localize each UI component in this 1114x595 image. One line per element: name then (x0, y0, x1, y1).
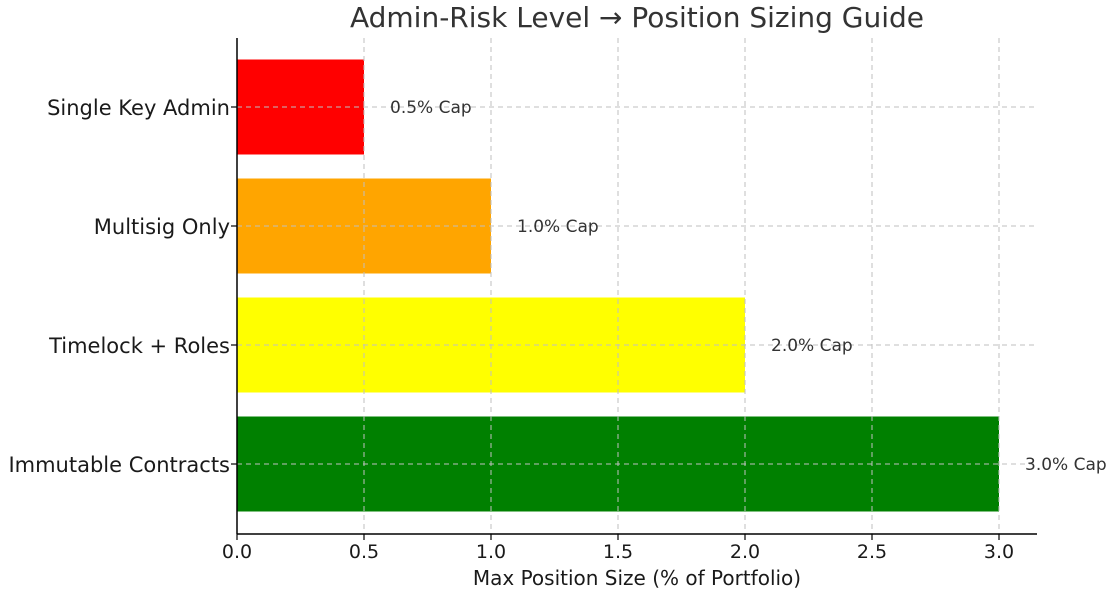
x-tick-label: 1.0 (476, 541, 506, 563)
axis-layer: 0.0 0.5 1.0 1.5 2.0 2.5 3.0 Single Key Admin Mul… (8, 38, 1037, 563)
x-tick-label: 0.5 (349, 541, 379, 563)
category-label-3: Timelock + Roles (48, 334, 230, 358)
chart-title: Admin-Risk Level → Position Sizing Guide (350, 1, 924, 34)
data-label-2: 1.0% Cap (517, 217, 599, 237)
x-tick-label: 2.0 (730, 541, 760, 563)
category-label-2: Multisig Only (94, 215, 230, 239)
data-label-layer: 0.5% Cap 1.0% Cap 2.0% Cap 3.0% Cap (236, 38, 1107, 534)
category-label-1: Single Key Admin (47, 96, 230, 120)
x-tick-label: 0.0 (222, 541, 252, 563)
category-label-4: Immutable Contracts (8, 453, 230, 477)
data-label-4: 3.0% Cap (1025, 455, 1107, 475)
x-tick-label: 2.5 (857, 541, 887, 563)
data-label-1: 0.5% Cap (390, 98, 472, 118)
x-axis-title: Max Position Size (% of Portfolio) (473, 566, 801, 590)
data-label-3: 2.0% Cap (771, 336, 853, 356)
x-tick-label: 1.5 (603, 541, 633, 563)
x-tick-label: 3.0 (984, 541, 1014, 563)
